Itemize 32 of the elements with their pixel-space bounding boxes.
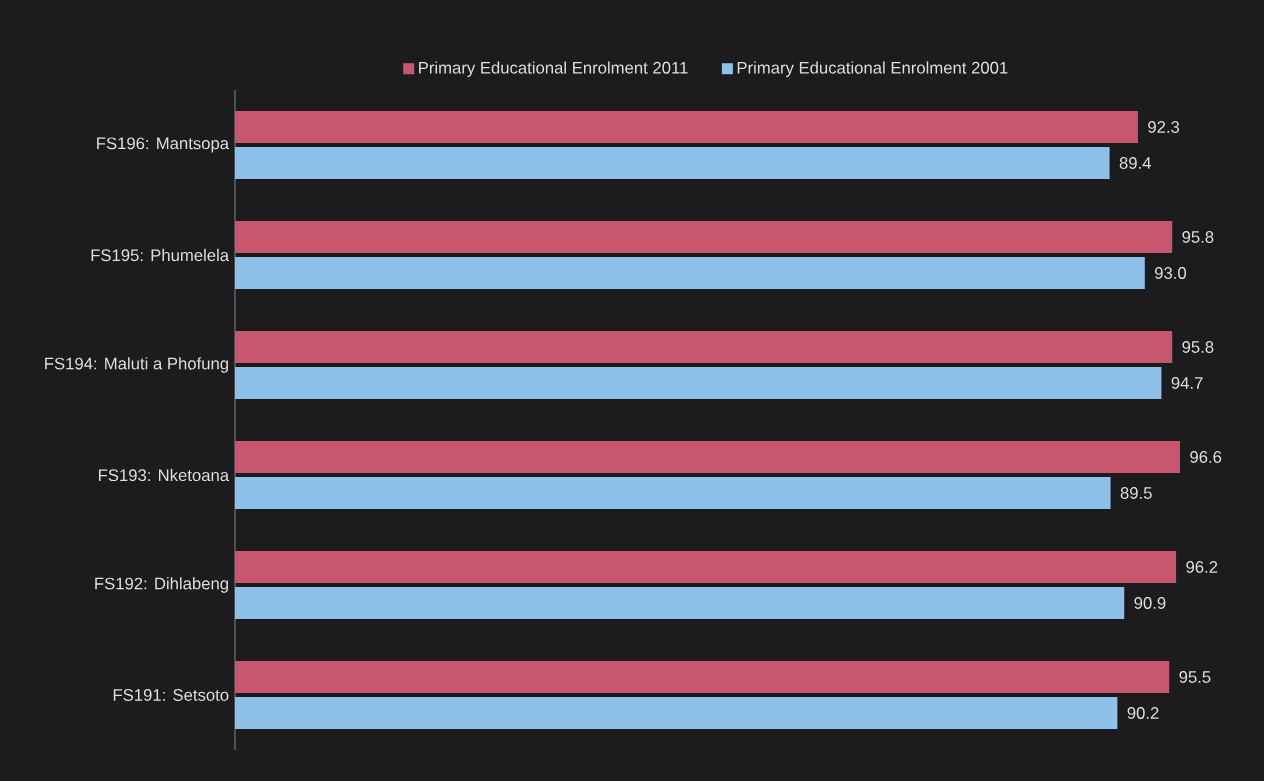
bar [235,476,1111,509]
y-tick-label: FS192: Dihlabeng [95,577,228,593]
bar [235,696,1118,729]
data-label: 90.9 [1134,597,1166,609]
bar [235,550,1177,583]
data-label: 89.4 [1119,157,1151,169]
bar [235,147,1110,179]
bar [235,221,1173,253]
data-label: 96.6 [1190,451,1222,463]
data-label: 93.0 [1154,267,1187,279]
data-label: 95.8 [1182,231,1214,243]
y-tick-label: FS195: Phumelela [91,248,230,262]
bar [235,440,1180,473]
data-label: 95.8 [1182,341,1214,353]
y-tick-label: FS191: Setsoto [113,689,229,701]
bar [235,111,1138,143]
legend-label: Primary Educational Enrolment 2001 [737,61,1008,77]
data-label: 94.7 [1171,377,1203,389]
bar [235,660,1170,693]
data-label: 89.5 [1120,487,1152,499]
bar [235,586,1125,619]
y-tick-label: FS196: Mantsopa [97,137,230,153]
data-label: 96.2 [1186,561,1218,573]
data-label: 92.3 [1148,121,1180,133]
y-tick-label: FS194: Maluti a Phofung [45,357,228,373]
bar [235,366,1162,399]
legend-label: Primary Educational Enrolment 2011 [419,61,688,77]
data-label: 90.2 [1127,707,1159,719]
bar [235,257,1145,289]
y-tick-label: FS193: Nketoana [98,468,230,482]
bar [235,330,1173,363]
data-label: 95.5 [1179,671,1211,683]
